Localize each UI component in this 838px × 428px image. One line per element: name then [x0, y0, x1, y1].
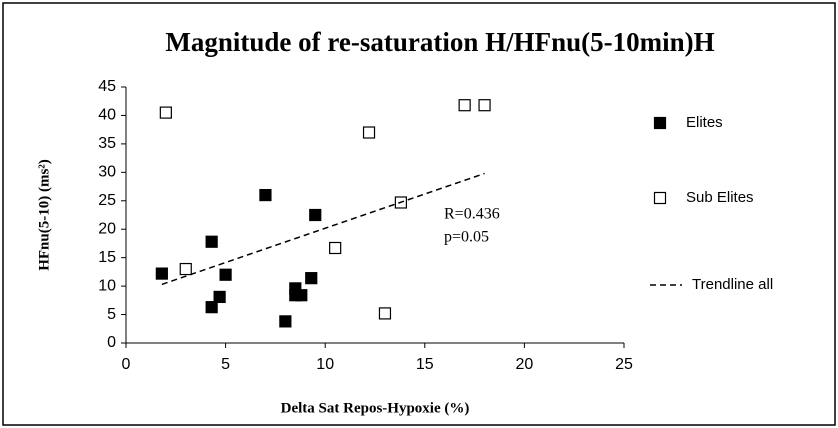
y-tick-label: 20 — [98, 220, 116, 237]
x-tick-label: 20 — [516, 356, 534, 373]
chart-title: Magnitude of re-saturation H/HFnu(5-10mi… — [165, 27, 714, 57]
data-point — [478, 99, 491, 112]
y-tick-label: 30 — [98, 164, 116, 181]
x-tick-label: 5 — [221, 356, 230, 373]
legend-label: Sub Elites — [686, 189, 754, 206]
data-point — [458, 99, 471, 112]
legend-label: Elites — [686, 114, 723, 131]
data-point — [279, 315, 292, 328]
legend-marker — [653, 191, 667, 205]
y-tick-label: 15 — [98, 249, 116, 266]
data-point — [329, 241, 342, 255]
annotation: R=0.436 — [444, 206, 500, 223]
y-tick-label: 40 — [98, 107, 116, 124]
data-point — [219, 268, 232, 281]
legend-label: Trendline all — [692, 276, 773, 293]
data-point — [213, 290, 226, 304]
y-tick-label: 45 — [98, 78, 116, 95]
trendline — [161, 172, 485, 286]
data-point — [305, 272, 318, 285]
y-tick-label: 10 — [98, 277, 116, 294]
y-tick-label: 25 — [98, 192, 116, 209]
x-tick-label: 0 — [122, 356, 131, 373]
x-tick-label: 25 — [615, 356, 633, 373]
legend-marker — [653, 116, 667, 130]
x-tick-label: 10 — [316, 356, 334, 373]
data-point — [159, 106, 172, 119]
data-point — [179, 262, 192, 276]
y-tick-label: 0 — [107, 334, 116, 351]
x-tick-label: 15 — [416, 356, 434, 373]
data-point — [205, 235, 218, 248]
data-point — [378, 307, 392, 320]
x-axis-label: Delta Sat Repos-Hypoxie (%) — [281, 400, 470, 416]
y-tick-label: 35 — [98, 135, 116, 152]
data-point — [295, 289, 308, 302]
data-point — [362, 126, 376, 139]
annotation: p=0.05 — [444, 229, 489, 246]
y-tick-label: 5 — [107, 306, 116, 323]
data-point — [205, 301, 218, 314]
y-axis-label: HFnu(5-10) (ms²) — [36, 159, 52, 271]
data-point — [259, 188, 272, 202]
data-point — [309, 208, 322, 222]
data-point — [155, 267, 168, 280]
